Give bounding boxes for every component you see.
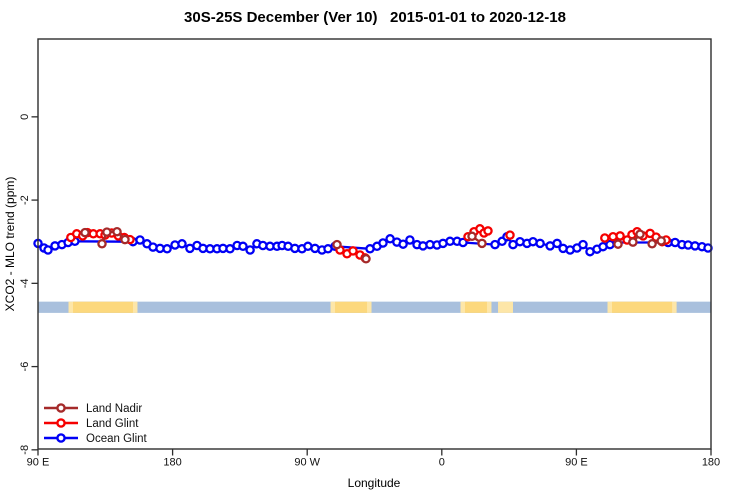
x-tick-label: 90 W — [294, 457, 320, 469]
series-land-nadir-line — [100, 230, 126, 245]
series-land-nadir-point — [635, 229, 645, 239]
band-land-edge — [68, 301, 74, 313]
band-land-edge — [330, 301, 336, 313]
legend-label: Land Glint — [86, 418, 139, 430]
band-land — [335, 301, 368, 313]
series-ocean-glint-point — [378, 238, 388, 248]
x-tick-label: 180 — [163, 457, 181, 469]
band-land-mixed — [498, 301, 513, 313]
x-axis-label: Longitude — [348, 476, 401, 490]
series-land-nadir-point — [102, 227, 112, 237]
series-land-nadir-point — [613, 239, 623, 249]
series-land-nadir-point — [656, 236, 666, 246]
series-land-glint-point — [615, 231, 625, 241]
band-land — [72, 301, 133, 313]
series-ocean-glint-point — [578, 239, 588, 250]
series-land-glint-point — [505, 230, 515, 240]
series-land-glint-point — [348, 246, 358, 256]
series-ocean-glint-point — [238, 241, 248, 252]
band-land-edge — [132, 301, 138, 313]
legend-label: Ocean Glint — [86, 433, 148, 445]
series-ocean-glint-point — [490, 239, 500, 250]
y-tick-label: -8 — [19, 445, 31, 455]
plot-border — [37, 38, 712, 450]
y-tick-label: 0 — [19, 114, 31, 120]
x-tick-label: 90 E — [565, 457, 588, 469]
legend-land-glint: Land Glint — [44, 418, 139, 430]
series-ocean-glint-point — [552, 238, 562, 249]
series-land-nadir-point — [332, 239, 342, 250]
series-ocean-glint-point — [535, 238, 545, 249]
series-land-nadir-point — [112, 226, 122, 237]
series-ocean-glint-point — [398, 239, 408, 249]
series-layer — [33, 224, 713, 264]
y-axis-label: XCO2 - MLO trend (ppm) — [3, 177, 17, 312]
series-land-nadir-point — [97, 239, 107, 249]
y-tick-label: -6 — [19, 362, 31, 372]
y-tick-label: -2 — [19, 195, 31, 205]
series-ocean-glint-point — [162, 244, 172, 254]
series-land-nadir-point — [80, 227, 90, 238]
series-land-nadir-point — [477, 238, 487, 249]
band-land-edge — [460, 301, 466, 313]
series-land-nadir-point — [647, 239, 657, 249]
y-tick-label: -4 — [19, 278, 31, 288]
series-land-glint-point — [483, 226, 493, 236]
series-ocean-glint-point — [177, 239, 187, 249]
series-ocean-glint-point — [135, 235, 145, 245]
legend-land-nadir-marker — [56, 403, 66, 413]
series-ocean-glint-point — [458, 237, 468, 248]
x-tick-label: 180 — [702, 457, 720, 469]
band-land-edge — [607, 301, 613, 313]
series-land-nadir-point — [120, 234, 130, 245]
series-ocean-glint-point — [225, 244, 235, 254]
axes-layer: 90 E 180 90 W 0 90 E 180 0 -2 -4 -6 -8 — [19, 114, 720, 469]
band-ocean — [38, 301, 711, 313]
series-land-nadir-point — [361, 254, 371, 264]
series-ocean-glint-point — [405, 235, 415, 245]
surface-band — [38, 301, 711, 313]
series-ocean-glint-point — [245, 245, 255, 255]
legend-label: Land Nadir — [86, 403, 142, 415]
band-land — [464, 301, 487, 313]
legend: Land Nadir Land Glint Ocean Glint — [44, 403, 148, 445]
band-land-edge — [366, 301, 372, 313]
series-land-glint-point — [600, 233, 610, 243]
series-land-nadir — [80, 226, 666, 264]
series-ocean-glint-point — [43, 245, 53, 255]
legend-land-nadir: Land Nadir — [44, 403, 142, 415]
legend-ocean-glint-marker — [56, 433, 66, 443]
band-land-edge — [671, 301, 677, 313]
series-land-nadir-point — [467, 231, 477, 242]
x-tick-label: 0 — [439, 457, 445, 469]
chart-title: 30S-25S December (Ver 10) 2015-01-01 to … — [184, 9, 566, 26]
series-ocean-glint — [33, 231, 713, 257]
legend-land-glint-marker — [56, 418, 66, 428]
band-land — [611, 301, 673, 313]
x-tick-label: 90 E — [27, 457, 50, 469]
legend-ocean-glint: Ocean Glint — [44, 433, 148, 445]
band-land-edge — [486, 301, 492, 313]
series-land-nadir-point — [628, 237, 638, 247]
